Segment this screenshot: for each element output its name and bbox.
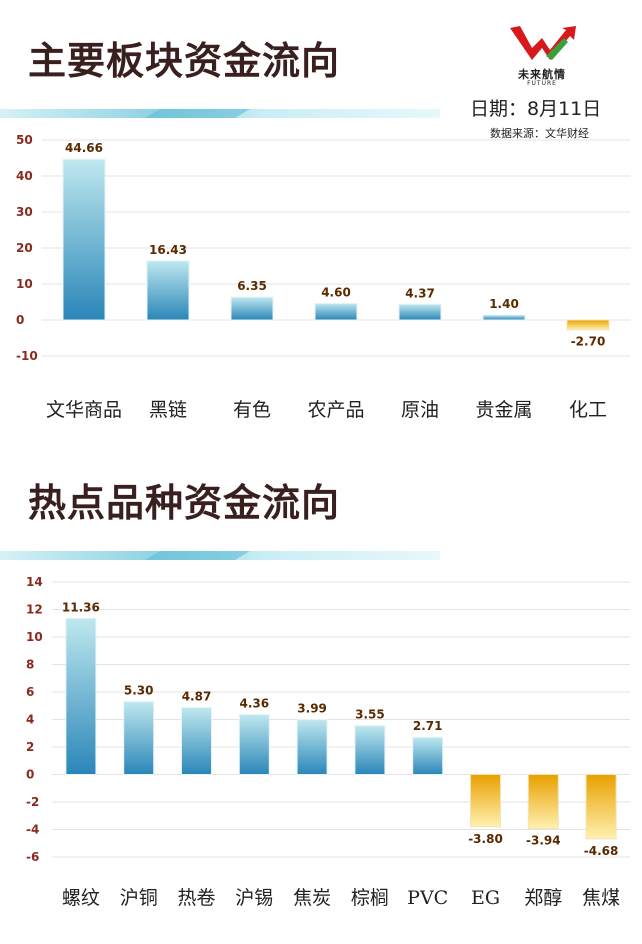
x-category-label: 贵金属 bbox=[475, 399, 532, 421]
data-label: 5.30 bbox=[124, 684, 154, 698]
hot-contract-flow-title: 热点品种资金流向 bbox=[28, 481, 341, 525]
bar bbox=[354, 725, 386, 775]
brand-arrow-icon bbox=[510, 26, 576, 60]
brand-logo-subtext: FUTURE bbox=[527, 80, 557, 87]
x-category-label: 螺纹 bbox=[62, 887, 100, 909]
x-category-label: 热卷 bbox=[177, 887, 215, 909]
y-tick-label: 2 bbox=[26, 740, 34, 754]
data-label: 4.60 bbox=[321, 285, 351, 299]
data-label: 44.66 bbox=[65, 141, 103, 155]
y-tick-label: 6 bbox=[26, 685, 34, 699]
bar bbox=[146, 260, 190, 321]
x-category-label: 化工 bbox=[569, 399, 607, 421]
data-label: -3.94 bbox=[526, 834, 561, 848]
x-category-label: 黑链 bbox=[149, 399, 187, 421]
bar bbox=[527, 774, 559, 830]
data-label: 3.55 bbox=[355, 708, 385, 722]
data-label: -3.80 bbox=[468, 832, 503, 846]
data-label: 1.40 bbox=[489, 297, 519, 311]
bar bbox=[412, 736, 444, 775]
bar bbox=[585, 774, 617, 840]
sector-flow-title: 主要板块资金流向 bbox=[28, 39, 341, 83]
y-tick-label: 10 bbox=[26, 630, 43, 644]
x-category-label: EG bbox=[471, 887, 500, 909]
y-tick-label: 0 bbox=[16, 313, 24, 327]
data-label: 4.87 bbox=[182, 690, 212, 704]
data-label: 3.99 bbox=[297, 702, 327, 716]
x-category-label: PVC bbox=[407, 887, 448, 909]
x-category-label: 沪铜 bbox=[120, 887, 158, 909]
brand-logo-text: 未来航情 bbox=[518, 68, 566, 81]
bar bbox=[296, 719, 328, 776]
x-category-label: 沪锡 bbox=[235, 887, 273, 909]
data-label: 4.36 bbox=[239, 697, 269, 711]
bar bbox=[470, 774, 501, 828]
x-category-label: 焦煤 bbox=[582, 887, 620, 909]
title-underline-band-2 bbox=[0, 551, 440, 560]
data-source-label: 数据来源：文华财经 bbox=[490, 127, 589, 140]
x-category-label: 郑醇 bbox=[524, 887, 562, 909]
y-tick-label: 0 bbox=[26, 768, 34, 782]
bar bbox=[398, 303, 442, 321]
x-category-label: 农产品 bbox=[307, 399, 364, 421]
bar bbox=[123, 701, 155, 775]
y-tick-label: 50 bbox=[16, 133, 33, 147]
bar bbox=[482, 314, 526, 321]
y-tick-label: -2 bbox=[26, 795, 39, 809]
y-tick-label: -6 bbox=[26, 850, 39, 864]
y-tick-label: -10 bbox=[16, 349, 38, 363]
y-tick-label: 30 bbox=[16, 205, 33, 219]
y-tick-label: 8 bbox=[26, 658, 34, 672]
y-tick-label: 20 bbox=[16, 241, 33, 255]
x-category-label: 有色 bbox=[233, 399, 271, 421]
data-label: 6.35 bbox=[237, 279, 267, 293]
x-category-label: 原油 bbox=[401, 399, 439, 421]
data-label: -2.70 bbox=[571, 335, 606, 349]
bar bbox=[314, 302, 358, 321]
bar bbox=[181, 707, 212, 775]
data-label: 16.43 bbox=[149, 243, 187, 257]
data-label: 11.36 bbox=[62, 600, 100, 614]
bar bbox=[65, 617, 97, 775]
x-category-label: 棕榈 bbox=[351, 887, 389, 909]
y-tick-label: 40 bbox=[16, 169, 33, 183]
data-label: 2.71 bbox=[413, 719, 443, 733]
x-category-label: 焦炭 bbox=[293, 887, 331, 909]
data-label: -4.68 bbox=[584, 844, 619, 858]
data-label: 4.37 bbox=[405, 286, 435, 300]
bar bbox=[566, 319, 610, 331]
bar bbox=[238, 714, 270, 775]
y-tick-label: 10 bbox=[16, 277, 33, 291]
bar bbox=[62, 158, 106, 321]
y-tick-label: 14 bbox=[26, 575, 43, 589]
y-tick-label: -4 bbox=[26, 823, 39, 837]
bar bbox=[230, 296, 274, 321]
y-tick-label: 4 bbox=[26, 713, 34, 727]
y-tick-label: 12 bbox=[26, 603, 43, 617]
x-category-label: 文华商品 bbox=[46, 399, 122, 421]
title-underline-band bbox=[0, 109, 440, 118]
brand-logo: 未来航情 FUTURE bbox=[506, 26, 578, 90]
date-label: 日期：8月11日 bbox=[470, 98, 602, 120]
